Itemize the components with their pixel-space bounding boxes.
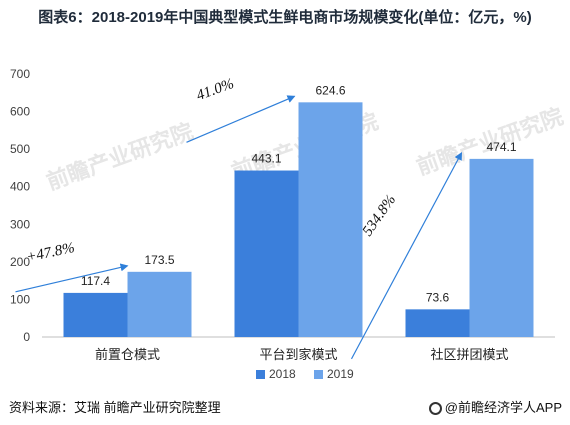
bars: 117.4 173.5 443.1 624.6 73.6 474.1 bbox=[63, 83, 534, 337]
legend-label: 2019 bbox=[327, 367, 354, 381]
x-tick-label: 平台到家模式 bbox=[259, 347, 337, 362]
growth-label: +47.8% bbox=[25, 240, 76, 266]
y-tick-label: 700 bbox=[10, 67, 30, 81]
y-tick-label: 500 bbox=[10, 142, 30, 156]
bar-value-label: 474.1 bbox=[486, 140, 516, 154]
growth-arrow bbox=[350, 151, 463, 360]
source-note: 资料来源：艾瑞 前瞻产业研究院整理 bbox=[9, 400, 221, 415]
bar-value-label: 117.4 bbox=[81, 274, 110, 288]
x-tick-label: 前置仓模式 bbox=[95, 347, 160, 362]
legend-swatch-2018 bbox=[256, 370, 265, 379]
growth-arrow bbox=[15, 263, 129, 293]
growth-label: 41.0% bbox=[194, 76, 236, 104]
watermark-text: 前瞻产业研究院 bbox=[43, 119, 196, 195]
y-tick-label: 300 bbox=[10, 217, 30, 231]
bar-value-label: 173.5 bbox=[144, 253, 174, 267]
bar-2018 bbox=[405, 309, 470, 337]
y-tick-label: 100 bbox=[10, 292, 30, 306]
x-tick-label: 社区拼团模式 bbox=[430, 347, 508, 362]
y-tick-label: 600 bbox=[10, 105, 30, 119]
bar-2019 bbox=[127, 271, 192, 337]
brand-logo-icon bbox=[428, 402, 442, 415]
y-tick-label: 0 bbox=[23, 330, 30, 344]
growth-arrow bbox=[186, 95, 296, 143]
bar-2019 bbox=[298, 102, 363, 337]
legend-swatch-2019 bbox=[314, 370, 323, 379]
bar-value-label: 443.1 bbox=[251, 152, 281, 166]
legend-label: 2018 bbox=[269, 367, 296, 381]
y-tick-label: 200 bbox=[10, 255, 30, 269]
brand-credit: @前瞻经济学人APP bbox=[428, 397, 562, 416]
bar-2019 bbox=[469, 158, 534, 337]
legend: 2018 2019 bbox=[256, 367, 354, 381]
growth-label: 534.8% bbox=[360, 192, 400, 239]
bar-value-label: 73.6 bbox=[426, 290, 450, 304]
y-tick-label: 400 bbox=[10, 180, 30, 194]
brand-text: @前瞻经济学人APP bbox=[444, 400, 562, 415]
bar-2018 bbox=[234, 170, 299, 337]
bar-value-label: 624.6 bbox=[315, 83, 345, 97]
chart-title: 图表6：2018-2019年中国典型模式生鲜电商市场规模变化(单位：亿元，%) bbox=[38, 9, 532, 26]
x-axis: 前置仓模式 平台到家模式 社区拼团模式 bbox=[95, 347, 509, 362]
bar-2018 bbox=[63, 292, 128, 337]
